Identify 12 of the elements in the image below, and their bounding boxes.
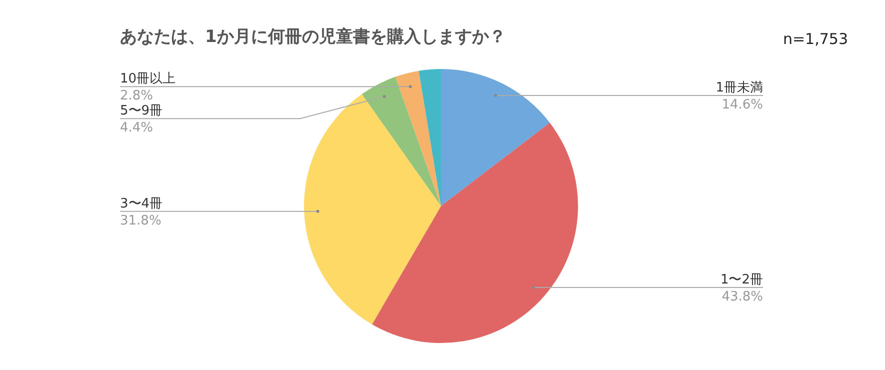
slice-label: 3〜4冊 bbox=[120, 196, 163, 212]
slice-label: 10冊以上 bbox=[120, 72, 176, 87]
data-label: 31.8% bbox=[120, 213, 162, 228]
chart-title: あなたは、1か月に何冊の児童書を購入しますか？ bbox=[120, 27, 506, 47]
slice-label: 1冊未満 bbox=[716, 80, 763, 96]
slice-label: 1〜2冊 bbox=[720, 272, 763, 288]
data-label: 14.6% bbox=[722, 97, 763, 112]
slice-label: 5〜9冊 bbox=[120, 104, 163, 119]
data-label: 43.8% bbox=[722, 290, 763, 305]
text: n=1,753 bbox=[782, 30, 848, 48]
data-label: 2.8% bbox=[120, 88, 154, 104]
data-label: 4.4% bbox=[120, 120, 154, 136]
